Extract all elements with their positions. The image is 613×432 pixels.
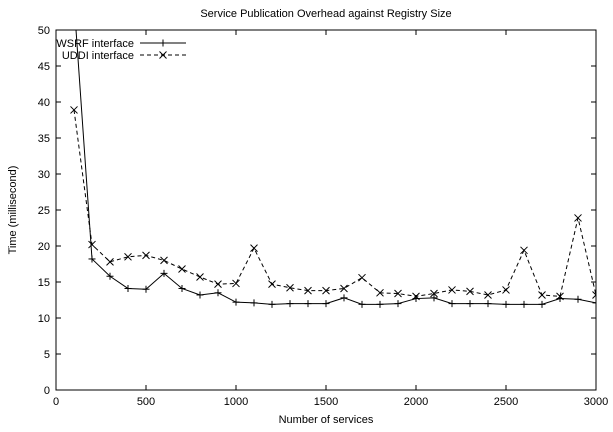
data-point-wsrf-interface — [394, 300, 402, 308]
data-point-uddi-interface — [322, 286, 330, 295]
data-point-uddi-interface — [502, 286, 510, 294]
data-point-wsrf-interface — [160, 269, 168, 277]
data-point-uddi-interface — [196, 273, 204, 281]
data-point-uddi-interface — [214, 280, 222, 289]
data-point-wsrf-interface — [358, 300, 366, 308]
y-tick-label: 5 — [44, 349, 50, 361]
data-point-wsrf-interface — [376, 300, 384, 308]
legend-label: UDDI interface — [62, 50, 134, 62]
x-tick-label: 2500 — [494, 396, 518, 408]
series-line-uddi-interface — [73, 109, 596, 297]
data-point-wsrf-interface — [232, 298, 240, 306]
data-point-uddi-interface — [538, 291, 546, 299]
series-line-wsrf-interface — [75, 30, 596, 305]
data-point-uddi-interface — [178, 265, 186, 273]
data-point-wsrf-interface — [538, 300, 546, 308]
y-tick-label: 45 — [38, 61, 50, 73]
data-point-wsrf-interface — [124, 284, 132, 292]
data-point-wsrf-interface — [502, 300, 510, 308]
x-tick-label: 500 — [137, 396, 155, 408]
data-point-uddi-interface — [106, 257, 114, 266]
data-point-uddi-interface — [556, 292, 564, 301]
data-point-uddi-interface — [232, 279, 240, 288]
y-tick-label: 15 — [38, 277, 50, 289]
data-point-wsrf-interface — [574, 295, 582, 303]
y-tick-label: 0 — [44, 385, 50, 397]
y-tick-label: 50 — [38, 25, 50, 37]
data-point-wsrf-interface — [286, 300, 294, 308]
data-point-uddi-interface — [250, 244, 258, 253]
data-point-uddi-interface — [520, 246, 528, 255]
data-point-uddi-interface — [394, 289, 402, 298]
data-point-uddi-interface — [484, 291, 492, 299]
plot-frame — [55, 29, 597, 391]
y-tick-label: 30 — [38, 169, 50, 181]
data-point-wsrf-interface — [304, 300, 312, 308]
data-point-wsrf-interface — [430, 294, 438, 302]
y-tick-label: 40 — [38, 97, 50, 109]
legend-item-wsrf-interface: WSRF interface — [56, 38, 186, 50]
y-axis-title: Time (millisecond) — [7, 166, 19, 255]
data-point-uddi-interface — [268, 280, 276, 289]
series-uddi-interface — [70, 106, 596, 301]
data-point-wsrf-interface — [322, 300, 330, 308]
chart-title: Service Publication Overhead against Reg… — [200, 8, 451, 20]
x-tick-label: 2000 — [404, 396, 428, 408]
data-point-uddi-interface — [412, 292, 420, 301]
data-point-wsrf-interface — [250, 299, 258, 307]
data-point-wsrf-interface — [466, 300, 474, 308]
data-point-uddi-interface — [430, 289, 438, 298]
legend-item-uddi-interface: UDDI interface — [62, 50, 186, 62]
data-point-uddi-interface — [574, 214, 582, 222]
y-tick-label: 20 — [38, 241, 50, 253]
data-point-uddi-interface — [70, 106, 78, 114]
x-axis-title: Number of services — [279, 414, 374, 426]
data-point-uddi-interface — [142, 251, 150, 260]
axis-tick-labels: 0 500 1000 1500 2000 2500 3000 0 5 10 15 20 25 30 35 40… — [38, 25, 608, 408]
data-point-uddi-interface — [358, 273, 366, 282]
data-point-wsrf-interface — [178, 284, 186, 292]
x-tick-label: 0 — [53, 396, 59, 408]
x-tick-label: 1500 — [314, 396, 338, 408]
axis-ticks — [55, 29, 597, 391]
data-point-wsrf-interface — [448, 300, 456, 308]
data-point-uddi-interface — [88, 240, 96, 249]
series-layer — [70, 30, 596, 308]
legend-marker — [159, 39, 167, 47]
data-point-uddi-interface — [160, 256, 168, 265]
data-point-wsrf-interface — [592, 299, 596, 307]
x-tick-label: 3000 — [584, 396, 608, 408]
data-point-wsrf-interface — [214, 289, 222, 297]
series-wsrf-interface — [75, 30, 596, 308]
data-point-wsrf-interface — [142, 285, 150, 293]
data-point-wsrf-interface — [520, 300, 528, 308]
data-point-wsrf-interface — [196, 291, 204, 299]
data-point-uddi-interface — [286, 283, 294, 292]
data-point-wsrf-interface — [88, 255, 96, 263]
data-point-uddi-interface — [304, 286, 312, 295]
legend-label: WSRF interface — [56, 38, 134, 50]
data-point-uddi-interface — [448, 286, 456, 294]
legend-marker — [159, 51, 167, 59]
data-point-wsrf-interface — [106, 272, 114, 280]
data-point-uddi-interface — [592, 291, 596, 299]
data-point-uddi-interface — [466, 287, 474, 296]
data-point-wsrf-interface — [268, 300, 276, 308]
y-tick-label: 10 — [38, 313, 50, 325]
data-point-uddi-interface — [124, 252, 132, 261]
y-tick-label: 25 — [38, 205, 50, 217]
data-point-uddi-interface — [340, 284, 348, 293]
x-tick-label: 1000 — [224, 396, 248, 408]
data-point-wsrf-interface — [484, 300, 492, 308]
data-point-wsrf-interface — [340, 294, 348, 302]
data-point-uddi-interface — [376, 288, 384, 297]
y-tick-label: 35 — [38, 133, 50, 145]
